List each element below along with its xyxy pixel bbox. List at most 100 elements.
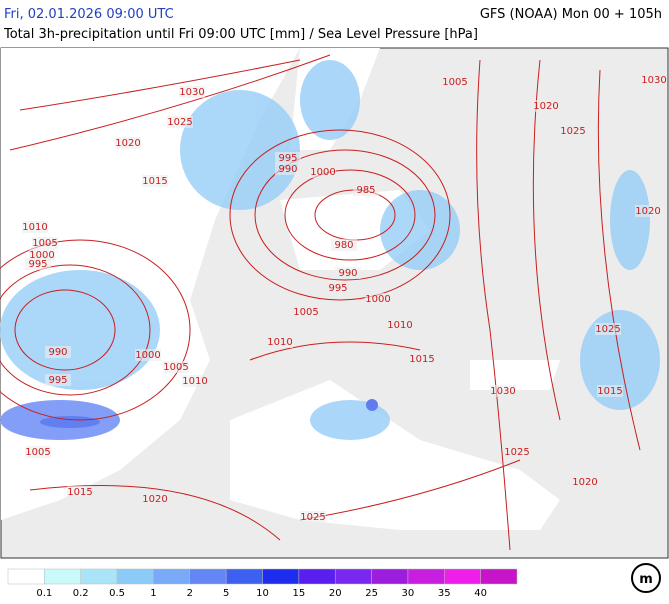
- isobar-label-bg: [142, 175, 168, 187]
- legend-swatch: [298, 568, 336, 585]
- isobar-label: 1020: [635, 206, 660, 217]
- isobar-label-bg: [182, 375, 208, 387]
- isobar-label: 1025: [560, 126, 585, 137]
- isobar-label: 995: [28, 259, 47, 270]
- isobar-label-bg: [325, 282, 351, 294]
- isobar-label: 1000: [365, 294, 390, 305]
- isobar-label-bg: [163, 361, 189, 373]
- isobar-label-bg: [335, 267, 361, 279]
- legend-label: 1: [150, 588, 156, 599]
- legend-swatch: [7, 568, 45, 585]
- map: 1030102510201015101010051000995990995100…: [0, 47, 669, 559]
- isobar-label-bg: [353, 184, 379, 196]
- isobar-label-bg: [179, 86, 205, 98]
- isobar-label: 1025: [300, 512, 325, 523]
- isobar-label-bg: [293, 306, 319, 318]
- isobar-label: 1020: [572, 477, 597, 488]
- legend-swatch: [153, 568, 191, 585]
- isobar-label-bg: [635, 205, 661, 217]
- logo: [631, 563, 661, 593]
- isobar-label-bg: [45, 346, 71, 358]
- isobar-label: 990: [278, 164, 297, 175]
- legend-swatch: [44, 568, 81, 585]
- isobar-label-bg: [595, 323, 621, 335]
- legend-label: 35: [438, 588, 451, 599]
- legend-swatch: [371, 568, 409, 585]
- isobar-label: 995: [328, 283, 347, 294]
- legend-label: 25: [365, 588, 378, 599]
- isobar-label: 1000: [310, 167, 335, 178]
- isobar-label: 1005: [25, 447, 50, 458]
- isobar-label-bg: [387, 319, 413, 331]
- isobar-label: 1005: [293, 307, 318, 318]
- legend-swatch: [480, 568, 518, 585]
- isobar-label: 1015: [409, 354, 434, 365]
- legend-swatch: [80, 568, 118, 585]
- isobar-label: 1010: [22, 222, 47, 233]
- isobar-label: 1015: [142, 176, 167, 187]
- isobar-label: 995: [48, 375, 67, 386]
- legend-label: 0.1: [36, 588, 52, 599]
- isobar-label: 1000: [135, 350, 160, 361]
- isobar-label: 1005: [163, 362, 188, 373]
- legend-label: 40: [474, 588, 487, 599]
- isobar-label-bg: [135, 349, 161, 361]
- isobar-label-bg: [45, 374, 71, 386]
- isobar-label: 1010: [387, 320, 412, 331]
- isobar-label: 1025: [504, 447, 529, 458]
- isobar-label: 1025: [167, 117, 192, 128]
- isobar-label-bg: [167, 116, 193, 128]
- isobar-label-bg: [115, 137, 141, 149]
- isobar-label: 1030: [641, 75, 666, 86]
- logo-mark: m: [639, 572, 653, 587]
- isobar-label: 1030: [490, 386, 515, 397]
- legend-swatch: [407, 568, 445, 585]
- isobar-label: 1005: [442, 77, 467, 88]
- legend-swatch: [334, 568, 372, 585]
- isobar-label-bg: [597, 385, 623, 397]
- subtitle: Total 3h-precipitation until Fri 09:00 U…: [3, 27, 478, 42]
- isobar-label-bg: [267, 336, 293, 348]
- legend-swatch: [116, 568, 154, 585]
- valid-time: Fri, 02.01.2026 09:00 UTC: [4, 7, 174, 22]
- isobar-label: 1015: [67, 487, 92, 498]
- isobar-label-bg: [300, 511, 326, 523]
- isobar-label: 990: [48, 347, 67, 358]
- isobar-label-bg: [641, 74, 667, 86]
- legend-swatch: [225, 568, 263, 585]
- isobar-label: 1010: [182, 376, 207, 387]
- isobar-label: 1000: [29, 250, 54, 261]
- isobar-label-bg: [275, 152, 301, 164]
- model-run: GFS (NOAA) Mon 00 + 105h: [480, 7, 662, 22]
- isobar-label-bg: [25, 446, 51, 458]
- isobar-label: 990: [338, 268, 357, 279]
- isobar-label: 1020: [115, 138, 140, 149]
- isobar-label: 1020: [142, 494, 167, 505]
- isobar-label: 1005: [32, 238, 57, 249]
- isobar-label-bg: [331, 239, 357, 251]
- black-sea: [470, 360, 560, 390]
- isobar-label-bg: [67, 486, 93, 498]
- legend-label: 5: [223, 588, 229, 599]
- isobar-label: 1030: [179, 87, 204, 98]
- isobar-label: 1020: [533, 101, 558, 112]
- isobar-label-bg: [409, 353, 435, 365]
- isobar-label-bg: [560, 125, 586, 137]
- isobar-label-bg: [142, 493, 168, 505]
- legend-label: 20: [329, 588, 342, 599]
- isobar-label-bg: [365, 293, 391, 305]
- legend-label: 30: [402, 588, 415, 599]
- isobar-label: 1025: [595, 324, 620, 335]
- isobars: [0, 54, 641, 551]
- isobar-label-bg: [25, 258, 51, 270]
- isobar-label-bg: [490, 385, 516, 397]
- isobar-label-bg: [533, 100, 559, 112]
- isobar-label: 980: [334, 240, 353, 251]
- isobar-label-bg: [22, 221, 48, 233]
- isobar-label-bg: [572, 476, 598, 488]
- legend: 0.1 0.2 0.5 1 2 5 10 15 20 25 30 35 40: [7, 568, 518, 599]
- legend-label: 15: [292, 588, 305, 599]
- isobar-label-bg: [442, 76, 468, 88]
- isobar-label: 1010: [267, 337, 292, 348]
